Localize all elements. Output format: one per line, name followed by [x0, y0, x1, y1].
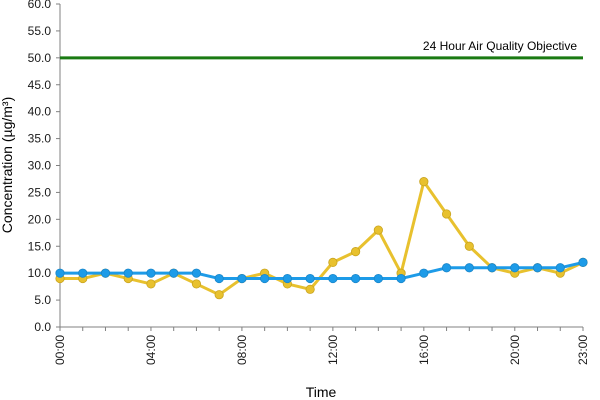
y-tick-label: 55.0: [28, 24, 52, 38]
series-2-point: [169, 268, 179, 278]
series-2-point: [78, 268, 88, 278]
series-2-point: [373, 273, 383, 284]
y-tick-label: 25.0: [28, 185, 52, 199]
x-tick-label: 04:00: [144, 335, 158, 365]
series-2-point: [441, 263, 452, 273]
series-2-point: [191, 268, 202, 278]
series-1-point: [351, 247, 361, 257]
series-2-point: [260, 273, 270, 284]
series-1-point: [305, 284, 315, 294]
objective-line-group: 24 Hour Air Quality Objective: [60, 39, 583, 60]
series-2-point: [487, 263, 497, 273]
x-tick-label: 20:00: [508, 335, 522, 365]
x-tick-label: 08:00: [235, 335, 249, 365]
series-2-point: [555, 263, 565, 273]
series-2-point: [532, 263, 543, 273]
x-tick-label: 16:00: [417, 335, 431, 365]
series-1-point: [146, 279, 156, 289]
series-2-point: [328, 273, 338, 284]
y-tick-label: 60.0: [28, 0, 52, 11]
series-2-point: [510, 263, 520, 273]
y-tick-label: 45.0: [28, 78, 52, 92]
y-tick-label: 30.0: [28, 159, 52, 173]
x-tick-label: 00:00: [53, 335, 67, 365]
y-tick-label: 15.0: [28, 239, 52, 253]
series-2-point: [55, 268, 65, 278]
series-2-point: [305, 273, 315, 284]
y-tick-label: 50.0: [28, 51, 52, 65]
series-2-point: [282, 273, 292, 284]
y-tick-label: 40.0: [28, 105, 52, 119]
series-1-point: [441, 209, 452, 219]
x-axis-title: Time: [306, 384, 337, 400]
x-tick-label: 23:00: [576, 335, 590, 365]
y-tick-label: 5.0: [34, 293, 51, 307]
y-tick-label: 20.0: [28, 212, 52, 226]
series-1-point: [373, 225, 383, 235]
y-axis-title: Concentration (µg/m³): [0, 97, 15, 233]
y-tick-label: 10.0: [28, 266, 52, 280]
objective-line-label: 24 Hour Air Quality Objective: [423, 39, 577, 53]
series-2-point: [146, 268, 156, 278]
series-1-point: [191, 279, 202, 289]
series-2-point: [464, 263, 474, 273]
y-tick-label: 0.0: [34, 320, 51, 334]
y-axis-ticks: 0.0 5.0 10.0 15.0 20.0 25.0 30.0 35.0 40.0 45.0 50…: [28, 0, 60, 334]
series-2-point: [123, 268, 133, 278]
series-2-point: [100, 268, 111, 278]
x-tick-label: 12:00: [326, 335, 340, 365]
series-1-point: [214, 290, 224, 300]
series-1-point: [328, 257, 338, 267]
series-1-point: [464, 241, 474, 251]
series-2-point: [419, 268, 429, 278]
y-tick-label: 35.0: [28, 132, 52, 146]
series-group: [55, 177, 588, 300]
series-2-point: [396, 273, 406, 284]
x-axis-ticks: 00:00 04:00 08:00 12:00 16:00 20:00 23:00: [53, 327, 590, 365]
series-2-point: [578, 257, 588, 267]
series-2-point: [351, 273, 361, 284]
series-2-point: [237, 273, 247, 284]
series-1-point: [419, 177, 429, 187]
series-2-point: [214, 273, 224, 284]
